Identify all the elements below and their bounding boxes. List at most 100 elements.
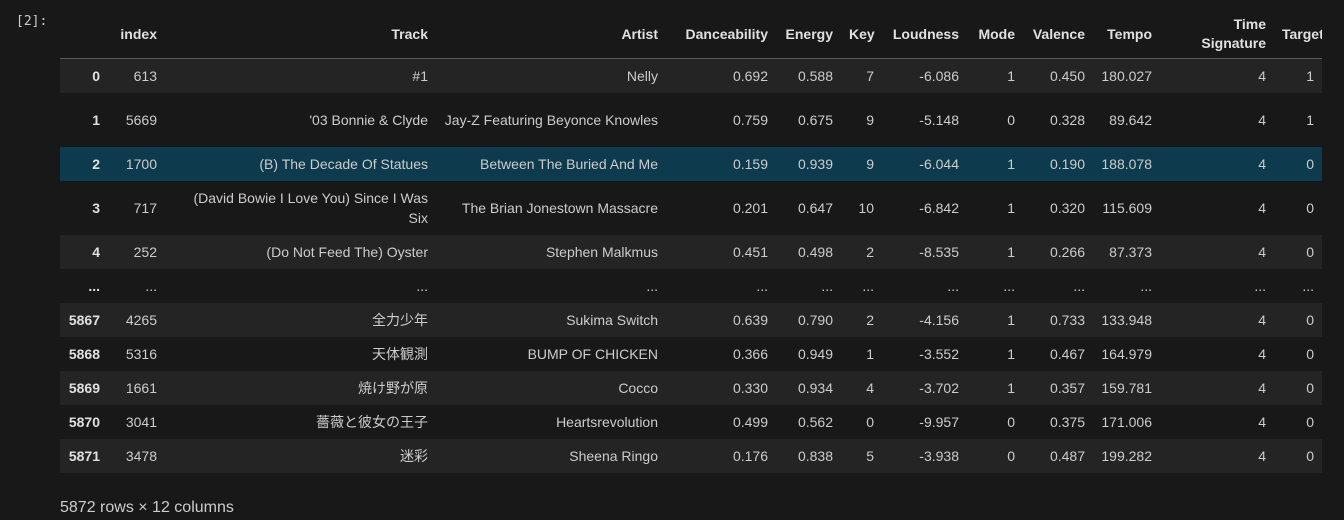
table-cell: 4 [1258,155,1266,172]
table-cell: 1661 [125,379,157,396]
table-cell: Cocco [618,379,658,396]
table-cell: Stephen Malkmus [545,243,658,260]
table-cell: 1 [1007,379,1015,396]
table-cell: 0 [866,413,874,430]
table-cell: '03 Bonnie & Clyde [309,111,428,128]
table-cell: ... [1254,277,1266,294]
table-cell: (Do Not Feed The) Oyster [266,243,428,260]
table-cell: 4 [1258,111,1266,128]
table-cell: 0.498 [797,243,833,260]
table-row[interactable]: 0 613 #1 Nelly 0.692 0.588 7 -6.086 1 0.450 180.02… [60,58,1322,93]
table-cell: 0.733 [1049,311,1085,328]
row-index-label: 5869 [68,379,100,396]
table-cell: 1 [1007,155,1015,172]
dataframe-output: index Track Artist Danceability Energy Key Lou… [60,10,1322,473]
table-row[interactable]: 5868 5316 天体観測 BUMP OF CHICKEN 0.366 0.949 1 -3… [60,336,1322,371]
table-cell: 4 [1258,413,1266,430]
table-row[interactable]: 5871 3478 迷彩 Sheena Ringo 0.176 0.838 5 -3.938 0… [60,438,1322,473]
table-cell: The Brian Jonestown Massacre [461,199,658,216]
table-cell: 3041 [125,413,157,430]
execution-count-prompt: [2]: [16,14,48,29]
table-cell: 0.330 [732,379,768,396]
table-cell: 2 [866,243,874,260]
table-row[interactable]: 4 252 (Do Not Feed The) Oyster Stephen Malk… [60,234,1322,269]
table-cell: 5 [866,447,874,464]
table-cell: 9 [866,155,874,172]
table-cell: 0.450 [1049,67,1085,84]
table-cell: 0 [1306,155,1314,172]
table-cell: 159.781 [1101,379,1152,396]
table-cell: 4 [866,379,874,396]
table-cell: -3.552 [919,345,959,362]
table-cell: 0.176 [732,447,768,464]
table-cell: ... [947,277,959,294]
table-cell: 1 [1007,199,1015,216]
table-cell: 180.027 [1101,67,1152,84]
table-row[interactable]: 2 1700 (B) The Decade Of Statues Between Th… [60,146,1322,181]
table-cell: 0.939 [797,155,833,172]
table-cell: Sukima Switch [566,311,658,328]
table-cell: ... [1302,277,1314,294]
table-cell: Jay-Z Featuring Beyonce Knowles [444,111,658,128]
table-cell: 7 [866,67,874,84]
table-header-row: index Track Artist Danceability Energy Key Lou… [60,10,1322,59]
table-cell: 10 [858,199,874,216]
table-cell: 4 [1258,243,1266,260]
table-cell: 133.948 [1101,311,1152,328]
table-row[interactable]: 5869 1661 焼け野が原 Cocco 0.330 0.934 4 -3.702 1 0.35… [60,370,1322,405]
table-cell: 4 [1258,199,1266,216]
table-row[interactable]: 5867 4265 全力少年 Sukima Switch 0.639 0.790 2 -4.1… [60,302,1322,337]
column-header: Loudness [882,10,967,59]
table-row[interactable]: ....................................... [60,268,1322,303]
table-cell: 2 [866,311,874,328]
column-header: Artist [436,10,666,59]
column-header: Danceability [666,10,776,59]
table-body: 0 613 #1 Nelly 0.692 0.588 7 -6.086 1 0.450 180.02… [60,58,1322,473]
table-cell: 87.373 [1109,243,1152,260]
table-cell: -3.702 [919,379,959,396]
table-cell: 0.159 [732,155,768,172]
table-cell: 1 [1306,111,1314,128]
table-cell: (David Bowie I Love You) Since I Was Six [193,189,429,226]
table-cell: 1 [866,345,874,362]
table-cell: 0.320 [1049,199,1085,216]
table-cell: ... [821,277,833,294]
table-row[interactable]: 3 717 (David Bowie I Love You) Since I Was… [60,180,1322,235]
table-cell: 0.201 [732,199,768,216]
table-cell: 0.467 [1049,345,1085,362]
table-row[interactable]: 1 5669 '03 Bonnie & Clyde Jay-Z Featuring B… [60,92,1322,147]
table-cell: -4.156 [919,311,959,328]
table-cell: 0.190 [1049,155,1085,172]
table-cell: 164.979 [1101,345,1152,362]
table-cell: #1 [412,67,428,84]
dataframe-table: index Track Artist Danceability Energy Key Lou… [60,10,1322,473]
table-cell: 0.328 [1049,111,1085,128]
table-row[interactable]: 5870 3041 薔薇と彼女の王子 Heartsrevolution 0.499 0.5… [60,404,1322,439]
table-cell: 薔薇と彼女の王子 [316,413,428,430]
table-cell: 1 [1007,345,1015,362]
table-cell: -3.938 [919,447,959,464]
table-cell: -6.044 [919,155,959,172]
table-cell: 0.487 [1049,447,1085,464]
table-cell: -9.957 [919,413,959,430]
table-cell: 0.838 [797,447,833,464]
table-cell: 0.266 [1049,243,1085,260]
table-cell: 1700 [125,155,157,172]
table-cell: -8.535 [919,243,959,260]
table-cell: 0 [1306,379,1314,396]
table-cell: 4 [1258,345,1266,362]
header-index-blank [60,10,108,59]
row-index-label: ... [88,277,100,294]
table-cell: 613 [133,67,157,84]
column-header: Target [1274,10,1322,59]
table-cell: 0 [1306,311,1314,328]
table-cell: 全力少年 [372,311,428,328]
table-cell: 0.366 [732,345,768,362]
table-cell: 迷彩 [400,447,428,464]
table-cell: 0.692 [732,67,768,84]
table-cell: 0.562 [797,413,833,430]
table-cell: 0.647 [797,199,833,216]
table-cell: 115.609 [1102,199,1152,216]
table-cell: Between The Buried And Me [480,155,658,172]
